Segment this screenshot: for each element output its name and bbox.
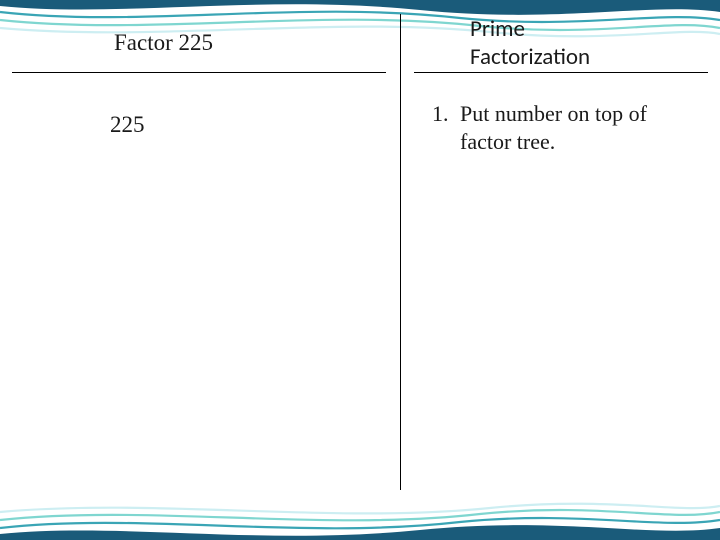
step-item: 1. Put number on top of factor tree. bbox=[432, 100, 692, 155]
right-heading-line2: Factorization bbox=[470, 44, 590, 72]
right-heading: Prime Factorization bbox=[470, 16, 590, 71]
vertical-divider bbox=[400, 14, 401, 490]
step-number: 1. bbox=[432, 100, 460, 155]
left-heading: Factor 225 bbox=[114, 30, 213, 56]
step-text: Put number on top of factor tree. bbox=[460, 100, 692, 155]
left-heading-underline bbox=[12, 72, 386, 73]
right-heading-line1: Prime bbox=[470, 16, 590, 44]
slide-content: Factor 225 Prime Factorization 225 1. Pu… bbox=[0, 0, 720, 540]
step-list: 1. Put number on top of factor tree. bbox=[432, 100, 692, 155]
left-value: 225 bbox=[110, 112, 145, 138]
right-heading-underline bbox=[414, 72, 708, 73]
